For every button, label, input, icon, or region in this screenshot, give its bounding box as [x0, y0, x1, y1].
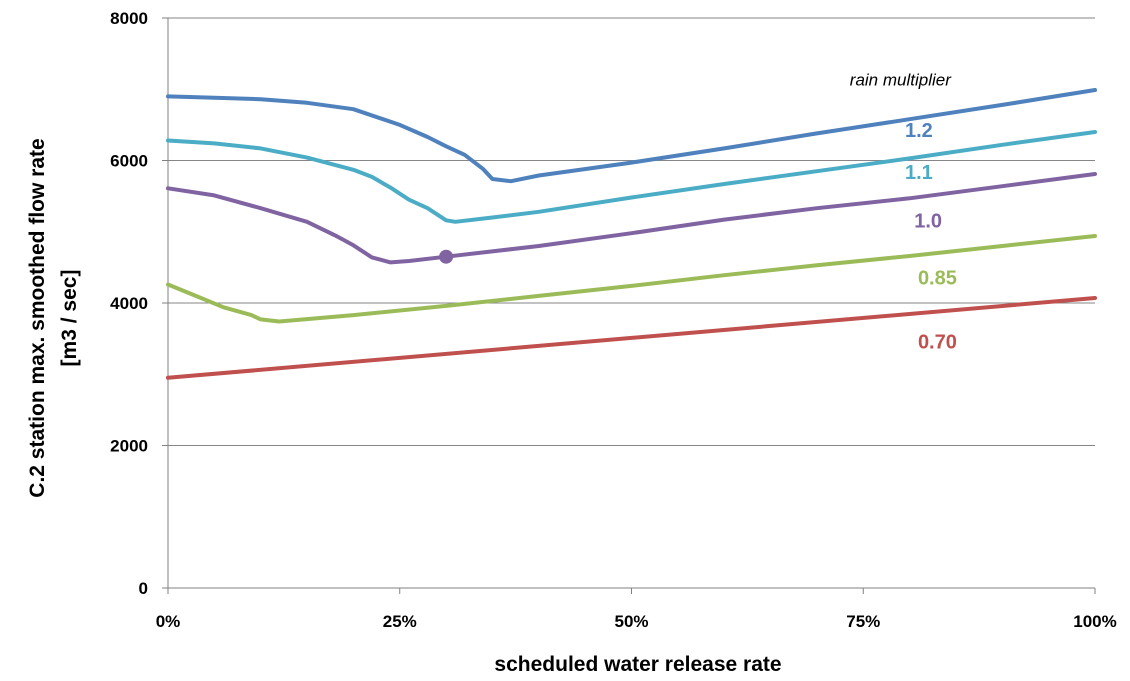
y-tick-labels: 0 2000 4000 6000 8000 [110, 9, 168, 598]
series-label-1-2: 1.2 [905, 120, 933, 142]
series-label-0-70: 0.70 [918, 332, 957, 354]
series-line-1-0 [166, 172, 1097, 265]
x-tick-label-100: 100% [1073, 612, 1116, 631]
y-axis-unit: [m3 / sec] [58, 270, 81, 367]
series-label-0-85: 0.85 [918, 267, 957, 289]
series-line-1-2 [166, 88, 1097, 184]
x-tick-label-0: 0% [156, 612, 181, 631]
x-tick-label-25: 25% [383, 612, 417, 631]
series-lines [166, 88, 1097, 380]
series-labels: 1.2 1.1 1.0 0.85 0.70 [905, 120, 957, 354]
highlight-point [439, 249, 454, 264]
x-tick-label-50: 50% [614, 612, 648, 631]
y-tick-label-4000: 4000 [110, 294, 148, 313]
highlight-points [439, 249, 454, 264]
y-tick-label-2000: 2000 [110, 437, 148, 456]
series-label-1-0: 1.0 [914, 210, 942, 232]
y-tick-label-6000: 6000 [110, 152, 148, 171]
x-tick-labels: 0% 25% 50% 75% 100% [156, 588, 1117, 631]
series-line-0-85 [166, 234, 1097, 324]
y-tick-label-8000: 8000 [110, 9, 148, 28]
y-tick-label-0: 0 [139, 579, 148, 598]
x-axis-title: scheduled water release rate [494, 653, 781, 676]
x-tick-label-75: 75% [846, 612, 880, 631]
y-axis-title: C.2 station max. smoothed flow rate [26, 138, 49, 497]
series-label-1-1: 1.1 [905, 162, 933, 184]
series-line-1-1 [166, 130, 1097, 224]
series-line-0-70 [166, 296, 1097, 380]
rain-multiplier-annotation: rain multiplier [850, 71, 952, 90]
